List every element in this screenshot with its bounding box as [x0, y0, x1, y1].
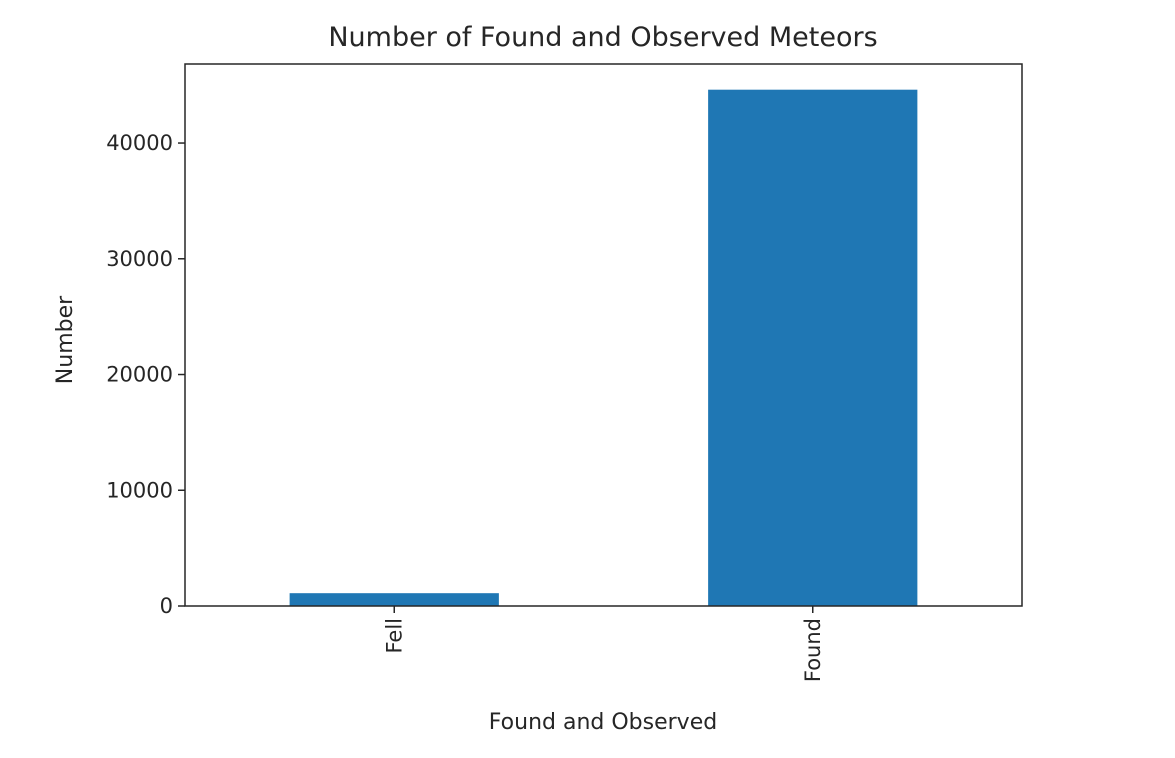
- chart-title: Number of Found and Observed Meteors: [328, 22, 877, 53]
- x-tick-label-found: Found: [801, 618, 825, 682]
- y-tick-label: 40000: [106, 131, 173, 155]
- plot-frame: [184, 63, 1023, 607]
- bar-fell: [289, 593, 499, 606]
- y-tick-label: 20000: [106, 363, 173, 387]
- y-axis: 0 10000 20000 30000 40000: [106, 131, 185, 618]
- y-tick-label: 10000: [106, 478, 173, 502]
- x-tick-label-fell: Fell: [382, 618, 406, 654]
- y-tick-label: 0: [160, 594, 173, 618]
- x-axis-label: Found and Observed: [489, 710, 717, 735]
- y-tick-label: 30000: [106, 247, 173, 271]
- bar-found: [708, 89, 918, 606]
- bars-group: [289, 89, 918, 606]
- x-axis: Fell Found: [382, 606, 825, 682]
- y-axis-label: Number: [53, 295, 78, 384]
